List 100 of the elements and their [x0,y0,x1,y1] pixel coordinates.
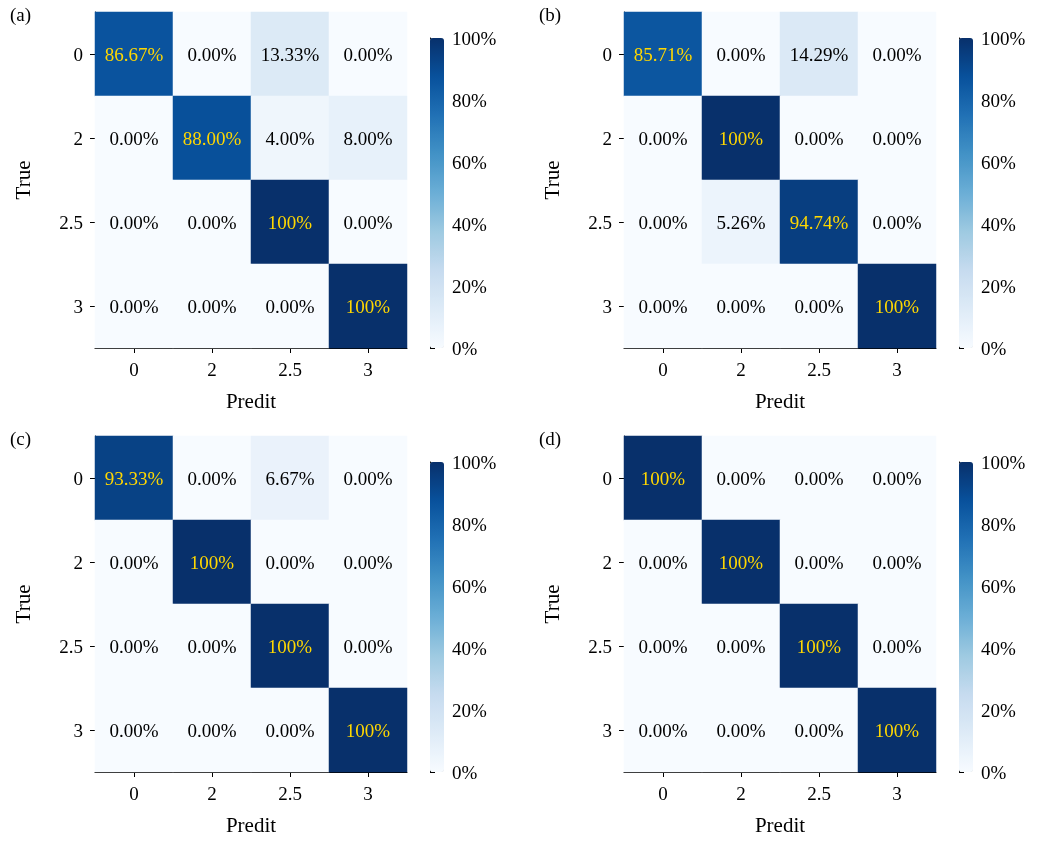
data-label: 0.00% [638,127,688,149]
x-tick-label: 2 [736,783,746,804]
data-label: 0.00% [109,295,159,317]
data-label: 100% [267,211,313,233]
data-label: 0.00% [638,551,688,573]
data-label: 0.00% [109,211,159,233]
data-label: 0.00% [794,719,844,741]
data-label: 14.29% [789,43,849,65]
y-tick-label: 3 [73,295,83,317]
x-tick-label: 3 [892,359,902,380]
data-label: 0.00% [187,295,237,317]
data-label: 6.67% [265,467,315,489]
color-bar-label: 60% [452,575,487,597]
data-label: 0.00% [716,719,766,741]
data-label: 88.00% [182,127,242,149]
x-axis-title: Predit [225,388,277,413]
y-tick-label: 2.5 [588,635,612,657]
color-bar-label: 60% [981,151,1016,173]
y-tick-label: 3 [602,719,612,741]
x-axis-title: Predit [754,812,806,837]
data-label: 0.00% [716,635,766,657]
data-label: 0.00% [109,127,159,149]
x-tick-label: 3 [363,783,373,804]
x-tick-label: 2.5 [807,359,831,380]
data-label: 86.67% [104,43,164,65]
y-tick-label: 3 [73,719,83,741]
data-label: 93.33% [104,467,164,489]
data-label: 0.00% [343,43,393,65]
color-bar-label: 100% [452,451,497,473]
data-label: 0.00% [343,211,393,233]
y-axis-title: True [539,584,564,624]
color-bar-label: 40% [981,637,1016,659]
color-bar-label: 20% [981,275,1016,297]
x-tick-label: 3 [363,359,373,380]
color-bar-label: 100% [452,27,497,49]
data-label: 0.00% [187,635,237,657]
x-axis-title: Predit [225,812,277,837]
data-label: 100% [267,635,313,657]
x-tick-label: 0 [658,783,668,804]
data-label: 0.00% [872,211,922,233]
y-tick-label: 0 [73,467,83,489]
data-label: 100% [874,295,920,317]
data-label: 100% [189,551,235,573]
color-bar-label: 100% [981,451,1026,473]
data-label: 0.00% [872,467,922,489]
data-label: 100% [718,127,764,149]
color-bar-label: 80% [981,513,1016,535]
data-label: 0.00% [187,43,237,65]
data-label: 100% [640,467,686,489]
data-label: 0.00% [187,719,237,741]
y-tick-label: 2 [602,127,612,149]
data-label: 0.00% [265,295,315,317]
data-label: 0.00% [794,467,844,489]
chart-title: (c) [10,428,32,450]
x-tick-label: 0 [129,783,139,804]
data-label: 0.00% [638,295,688,317]
x-tick-label: 2.5 [807,783,831,804]
data-label: 85.71% [633,43,693,65]
y-axis-title: True [539,160,564,200]
data-label: 0.00% [872,127,922,149]
x-tick-label: 2 [207,783,217,804]
color-bar-label: 0% [981,761,1007,783]
data-label: 0.00% [872,635,922,657]
y-tick-label: 2.5 [588,211,612,233]
data-label: 100% [796,635,842,657]
color-bar-label: 40% [452,637,487,659]
data-label: 0.00% [187,467,237,489]
color-bar-label: 0% [452,761,478,783]
color-bar-label: 60% [452,151,487,173]
color-bar-label: 60% [981,575,1016,597]
chart-title: (a) [10,4,32,26]
data-label: 0.00% [343,635,393,657]
data-label: 0.00% [716,43,766,65]
data-label: 0.00% [794,127,844,149]
data-label: 0.00% [265,719,315,741]
y-tick-label: 2 [602,551,612,573]
data-label: 0.00% [716,467,766,489]
data-label: 100% [718,551,764,573]
y-axis-title: True [10,160,35,200]
data-label: 0.00% [265,551,315,573]
data-label: 0.00% [109,551,159,573]
data-label: 8.00% [343,127,393,149]
data-label: 0.00% [343,551,393,573]
y-tick-label: 2 [73,127,83,149]
y-tick-label: 2.5 [59,635,83,657]
x-tick-label: 0 [129,359,139,380]
data-label: 4.00% [265,127,315,149]
chart-title: (d) [539,428,562,450]
y-tick-label: 2 [73,551,83,573]
x-tick-label: 3 [892,783,902,804]
y-tick-label: 2.5 [59,211,83,233]
color-bar-label: 40% [981,213,1016,235]
color-bar-label: 0% [452,337,478,359]
data-label: 5.26% [716,211,766,233]
y-tick-label: 0 [602,43,612,65]
x-axis-title: Predit [754,388,806,413]
data-label: 13.33% [260,43,320,65]
y-tick-label: 3 [602,295,612,317]
data-label: 0.00% [638,635,688,657]
x-tick-label: 0 [658,359,668,380]
